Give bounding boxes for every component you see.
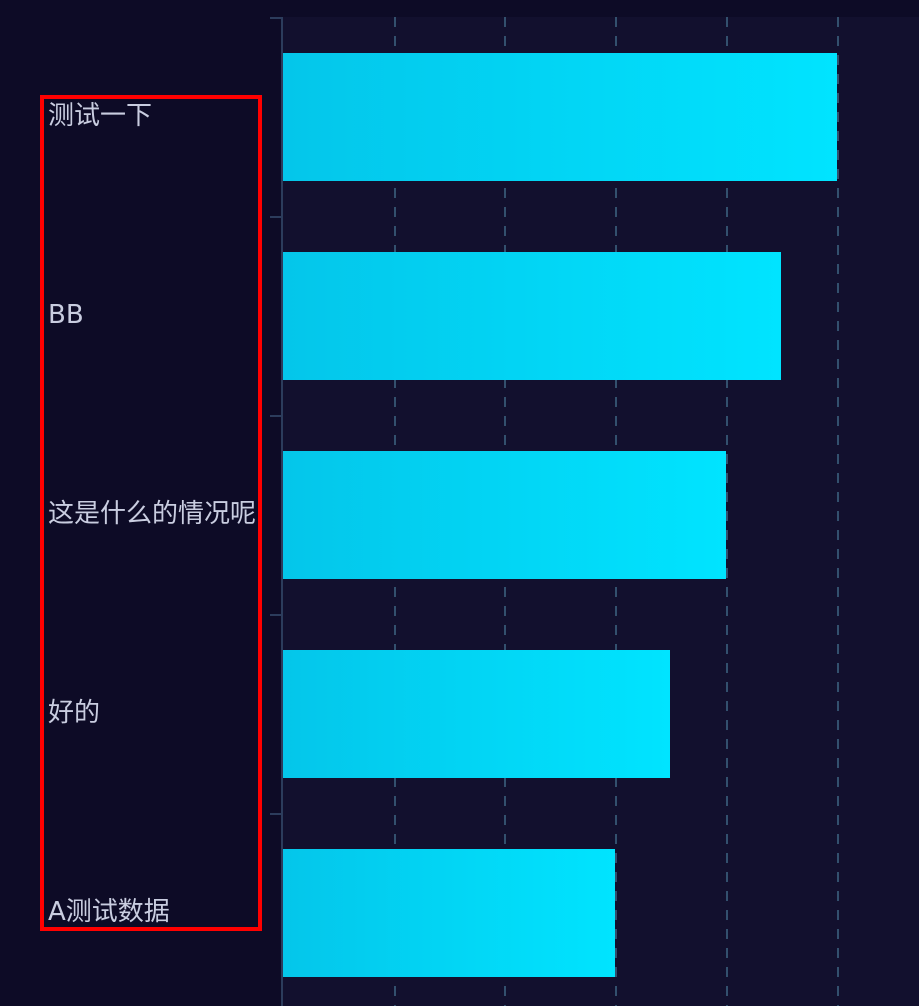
category-label: 测试一下 <box>48 101 153 132</box>
category-label: A测试数据 <box>48 897 170 928</box>
y-axis-tick <box>270 17 282 19</box>
category-label: BB <box>48 300 84 331</box>
y-axis-line <box>281 17 283 1006</box>
bar <box>283 252 781 380</box>
bar <box>283 451 726 579</box>
bar <box>283 53 837 181</box>
y-axis-tick <box>270 614 282 616</box>
y-axis-tick <box>270 216 282 218</box>
category-label: 好的 <box>48 698 101 729</box>
y-axis-tick <box>270 813 282 815</box>
bar <box>283 650 670 778</box>
y-axis-tick <box>270 415 282 417</box>
vertical-gridline <box>726 17 728 1006</box>
category-label: 这是什么的情况呢 <box>48 499 257 530</box>
vertical-gridline <box>837 17 839 1006</box>
bar <box>283 849 615 977</box>
